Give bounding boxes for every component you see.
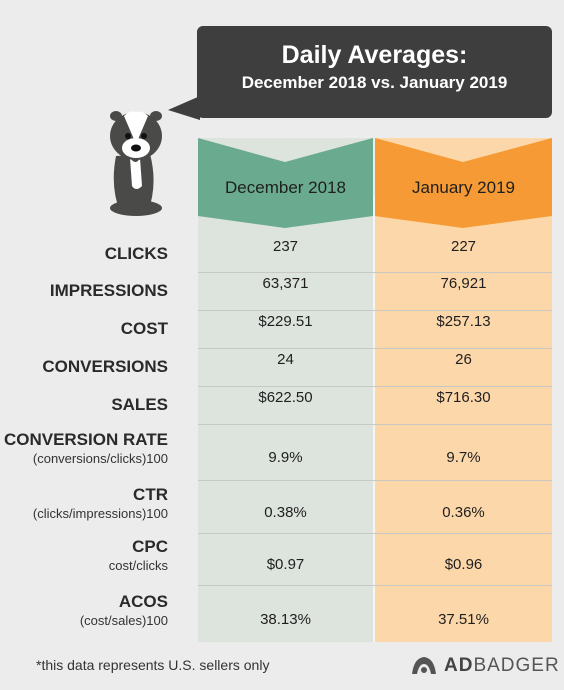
january-value: $0.96	[444, 556, 483, 573]
december-value: 0.38%	[264, 503, 307, 521]
badger-logo-icon	[412, 657, 436, 674]
row-label: SALES	[111, 395, 168, 414]
december-header-label: December 2018	[225, 178, 346, 197]
logo-text: ADBADGER	[444, 655, 560, 677]
row-sublabel: (conversions/clicks)100	[32, 451, 168, 466]
december-column: December 2018	[198, 138, 373, 642]
row-divider	[198, 424, 552, 425]
row-divider	[198, 386, 552, 387]
row-label: CONVERSIONS	[42, 357, 168, 376]
row-divider	[198, 348, 552, 349]
column-separator	[373, 196, 375, 642]
row-divider	[198, 480, 552, 481]
december-header-shape	[198, 138, 373, 228]
speech-bubble-tail	[168, 96, 200, 120]
december-value: $229.51	[258, 313, 313, 330]
january-header-shape	[375, 138, 552, 228]
adbadger-logo: ADBADGER	[410, 654, 560, 678]
december-value: 24	[277, 351, 294, 368]
chart-title: Daily Averages:	[281, 41, 468, 69]
row-label: CLICKS	[104, 244, 168, 263]
january-value: 37.51%	[438, 610, 489, 628]
footnote: *this data represents U.S. sellers only	[36, 657, 270, 673]
row-sublabel: cost/clicks	[108, 558, 168, 573]
title-box: Daily Averages: December 2018 vs. Januar…	[197, 26, 552, 118]
january-value: 227	[450, 238, 477, 255]
january-value: $716.30	[436, 389, 491, 406]
row-divider	[198, 585, 552, 586]
january-value: 0.36%	[442, 503, 485, 521]
row-label: COST	[120, 319, 168, 338]
row-divider	[198, 272, 552, 273]
logo-text-rest: BADGER	[473, 655, 560, 676]
january-value: $257.13	[436, 313, 491, 330]
december-value: 63,371	[262, 275, 309, 292]
january-header-label: January 2019	[411, 178, 516, 197]
row-divider	[198, 310, 552, 311]
december-value: 38.13%	[260, 610, 311, 628]
december-value: 9.9%	[268, 449, 303, 466]
logo-text-bold: AD	[444, 655, 474, 676]
row-sublabel: (clicks/impressions)100	[32, 505, 168, 521]
december-value: 237	[272, 238, 299, 255]
december-value: $0.97	[266, 556, 305, 573]
january-value: 76,921	[440, 275, 487, 292]
row-sublabel: (cost/sales)100	[79, 612, 168, 628]
badger-mascot-icon	[110, 111, 162, 216]
row-label: CPC	[132, 537, 168, 556]
row-divider	[198, 533, 552, 534]
row-label: CTR	[133, 484, 168, 504]
row-label: ACOS	[118, 591, 168, 611]
chart-subtitle: December 2018 vs. January 2019	[241, 73, 508, 92]
january-value: 26	[455, 351, 472, 368]
row-label: IMPRESSIONS	[49, 281, 168, 300]
january-column: January 2019	[375, 138, 552, 642]
row-label: CONVERSION RATE	[3, 430, 168, 449]
december-value: $622.50	[258, 389, 313, 406]
january-value: 9.7%	[446, 449, 481, 466]
